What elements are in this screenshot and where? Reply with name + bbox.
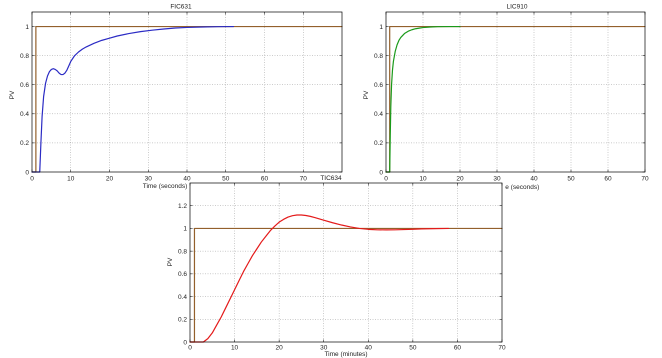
x-tick-label: 30 (145, 176, 153, 183)
x-tick-label: 20 (456, 176, 464, 183)
chart-title: TIC634 (320, 175, 342, 182)
y-tick-label: 0 (379, 169, 383, 176)
y-tick-label: 0 (25, 169, 29, 176)
x-tick-label: 50 (567, 176, 575, 183)
x-tick-label: 30 (320, 345, 328, 352)
y-tick-label: 0.4 (20, 111, 29, 118)
x-tick-label: 40 (183, 176, 191, 183)
y-tick-label: 0.8 (20, 53, 29, 60)
plot-area (190, 183, 502, 342)
y-axis-label: PV (363, 90, 370, 99)
x-tick-label: 0 (188, 345, 192, 352)
x-axis-label: Time (seconds) (143, 183, 188, 190)
chart-panel: 0 10 20 30 40 50 60 70 0 0.2 0.4 0.6 0.8 1 1.2 TIC634 Ti… (167, 175, 506, 358)
x-tick-label: 60 (604, 176, 612, 183)
x-tick-label: 60 (454, 345, 462, 352)
y-tick-label: 1 (25, 24, 29, 31)
chart-title: LIC910 (507, 4, 528, 11)
x-tick-label: 70 (641, 176, 649, 183)
y-tick-label: 0.8 (374, 53, 383, 60)
x-tick-label: 30 (493, 176, 501, 183)
x-axis-label: Time (seconds) (495, 184, 540, 191)
x-tick-label: 20 (106, 176, 114, 183)
x-tick-label: 10 (419, 176, 427, 183)
y-tick-label: 0 (183, 339, 187, 346)
x-tick-label: 20 (276, 345, 284, 352)
y-tick-label: 0.6 (374, 82, 383, 89)
plot-frame (189, 182, 503, 343)
y-tick-label: 1.2 (178, 203, 187, 210)
x-tick-label: 40 (365, 345, 373, 352)
x-tick-label: 60 (261, 176, 269, 183)
series-line (385, 25, 461, 173)
x-tick-label: 0 (30, 176, 34, 183)
x-tick-label: 70 (300, 176, 308, 183)
y-tick-label: 0.6 (20, 82, 29, 89)
x-axis-label: Time (minutes) (324, 351, 367, 358)
plot-area (386, 12, 645, 172)
plot-frame (31, 11, 343, 173)
y-tick-label: 0.6 (178, 271, 187, 278)
y-tick-label: 0.4 (374, 111, 383, 118)
x-tick-label: 70 (498, 345, 506, 352)
x-tick-label: 50 (409, 345, 417, 352)
series-line (189, 214, 450, 343)
x-tick-label: 40 (530, 176, 538, 183)
y-tick-label: 0.4 (178, 294, 187, 301)
x-tick-label: 10 (67, 176, 75, 183)
y-axis-label: PV (167, 257, 174, 266)
x-tick-label: 50 (222, 176, 230, 183)
y-axis-label: PV (9, 90, 16, 99)
y-tick-label: 1 (183, 226, 187, 233)
y-tick-label: 0.2 (374, 140, 383, 147)
chart-title: FIC631 (170, 4, 192, 11)
y-tick-label: 0.8 (178, 248, 187, 255)
y-tick-label: 0.2 (178, 317, 187, 324)
x-tick-label: 10 (231, 345, 239, 352)
y-tick-label: 0.2 (20, 140, 29, 147)
chart-panel: 0 10 20 30 40 50 60 70 0 0.2 0.4 0.6 0.8 1 LIC910 Time … (363, 4, 649, 192)
x-tick-label: 0 (384, 176, 388, 183)
chart-panel: 0 10 20 30 40 50 60 70 0 0.2 0.4 0.6 0.8 1 FIC631 Time … (9, 4, 343, 190)
y-tick-label: 1 (379, 24, 383, 31)
series-line (31, 25, 235, 173)
plot-frame (385, 11, 646, 173)
